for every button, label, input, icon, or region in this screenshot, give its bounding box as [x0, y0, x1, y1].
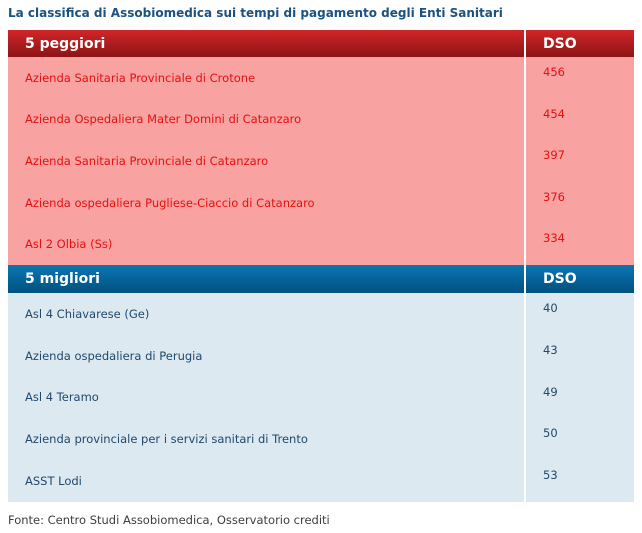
entity-name: Azienda provinciale per i servizi sanita… — [25, 432, 308, 447]
column-divider — [524, 223, 526, 265]
column-divider — [524, 376, 526, 419]
table-row: Azienda provinciale per i servizi sanita… — [8, 418, 634, 461]
entity-name: Azienda Sanitaria Provinciale di Crotone — [25, 70, 256, 85]
column-divider — [524, 460, 526, 502]
table-row: Asl 4 Chiavarese (Ge) 40 — [8, 292, 634, 335]
dso-value: 456 — [543, 65, 565, 79]
entity-name: ASST Lodi — [25, 474, 82, 489]
table-row: ASST Lodi 53 — [8, 460, 634, 502]
entity-name: Asl 4 Teramo — [25, 390, 99, 405]
dso-value: 40 — [543, 300, 558, 315]
entity-name: Azienda Sanitaria Provinciale di Catanza… — [25, 153, 269, 168]
entity-name: Azienda Ospedaliera Mater Domini di Cata… — [25, 112, 302, 127]
table-row: Azienda ospedaliera Pugliese-Ciaccio di … — [8, 181, 634, 224]
table-row: Asl 2 Olbia (Ss) 334 — [8, 223, 634, 265]
source-note: Fonte: Centro Studi Assobiomedica, Osser… — [8, 512, 330, 527]
dso-value: 376 — [543, 189, 565, 204]
table-row: Azienda Sanitaria Provinciale di Crotone… — [8, 57, 634, 99]
section-header-label: 5 peggiori — [25, 35, 106, 52]
column-divider — [524, 264, 526, 293]
dso-column-header: DSO — [543, 35, 577, 52]
page-title: La classifica di Assobiomedica sui tempi… — [8, 6, 503, 20]
table-row: Azienda Ospedaliera Mater Domini di Cata… — [8, 98, 634, 141]
dso-ranking-table: 5 peggiori DSO Azienda Sanitaria Provincia… — [8, 30, 634, 502]
column-divider — [524, 57, 526, 99]
dso-value: 454 — [543, 106, 565, 121]
dso-value: 53 — [543, 468, 558, 483]
entity-name: Asl 4 Chiavarese (Ge) — [25, 306, 150, 321]
column-divider — [524, 30, 526, 57]
table-row: Azienda ospedaliera di Perugia 43 — [8, 334, 634, 377]
dso-value: 49 — [543, 384, 558, 399]
section-header-label: 5 migliori — [25, 270, 100, 287]
dso-value: 43 — [543, 342, 558, 357]
dso-value: 50 — [543, 426, 558, 441]
column-divider — [524, 418, 526, 461]
column-divider — [524, 181, 526, 224]
section-header-worst: 5 peggiori DSO — [8, 30, 634, 57]
dso-value: 334 — [543, 231, 565, 246]
dso-value: 397 — [543, 148, 565, 163]
entity-name: Asl 2 Olbia (Ss) — [25, 237, 113, 252]
entity-name: Azienda ospedaliera di Perugia — [25, 348, 203, 363]
table-row: Asl 4 Teramo 49 — [8, 376, 634, 419]
section-header-best: 5 migliori DSO — [8, 264, 634, 293]
dso-column-header: DSO — [543, 270, 577, 287]
table-row: Azienda Sanitaria Provinciale di Catanza… — [8, 140, 634, 182]
column-divider — [524, 334, 526, 377]
column-divider — [524, 98, 526, 141]
entity-name: Azienda ospedaliera Pugliese-Ciaccio di … — [25, 195, 315, 210]
column-divider — [524, 140, 526, 182]
column-divider — [524, 292, 526, 335]
